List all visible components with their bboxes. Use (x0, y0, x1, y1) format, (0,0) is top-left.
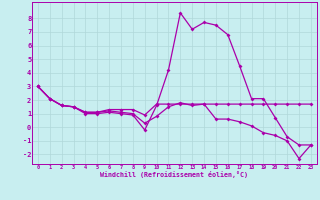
X-axis label: Windchill (Refroidissement éolien,°C): Windchill (Refroidissement éolien,°C) (100, 171, 248, 178)
